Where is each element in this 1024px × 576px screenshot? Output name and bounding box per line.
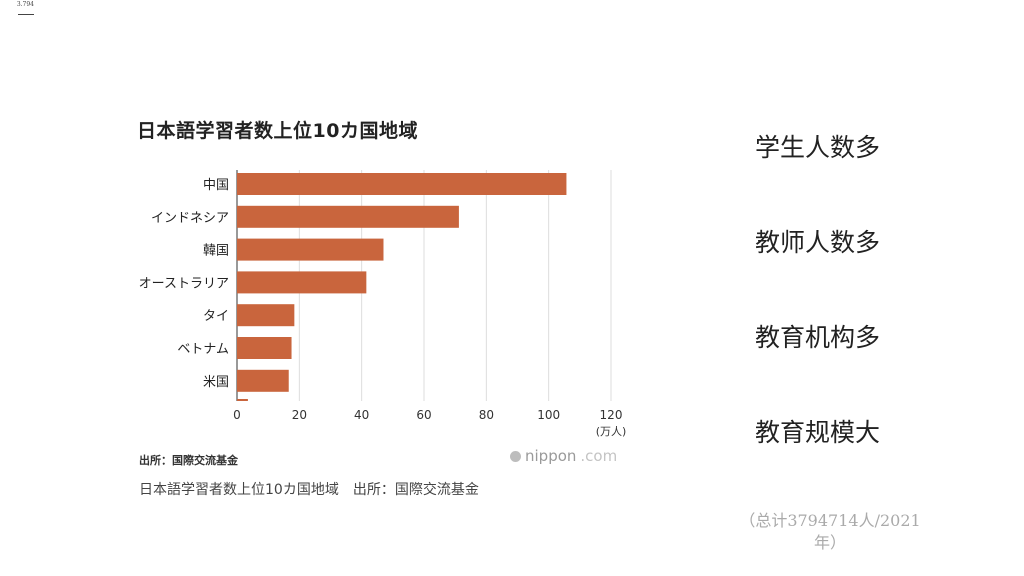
category-label: ベトナム [177, 342, 229, 357]
point-scale: 教育规模大 [755, 418, 881, 447]
bar [237, 205, 459, 228]
brand-suffix: .com [580, 447, 618, 465]
x-tick-label: 120 [600, 408, 623, 422]
category-label: タイ [203, 309, 229, 324]
bar [237, 238, 384, 261]
total-note-line1: （总计3794714人/2021 [739, 511, 921, 530]
x-tick-label: 0 [233, 408, 241, 422]
point-teachers: 教师人数多 [755, 228, 881, 257]
x-tick-label: 100 [537, 408, 560, 422]
category-label: 米国 [203, 375, 229, 390]
bar [237, 304, 295, 327]
nippon-logo: nippon .com [510, 447, 617, 465]
point-institutions: 教育机构多 [755, 323, 881, 352]
category-label: 中国 [203, 178, 229, 193]
chart-title: 日本語学習者数上位10カ国地域 [137, 120, 418, 142]
point-students: 学生人数多 [755, 133, 881, 162]
bar [237, 271, 367, 294]
bar [237, 369, 289, 392]
category-label: インドネシア [151, 211, 229, 226]
chart-source-label: 出所：国際交流基金 [139, 454, 238, 467]
bar-partial [237, 399, 248, 401]
x-unit-label: (万人) [596, 425, 627, 438]
figure-caption: 日本語学習者数上位10カ国地域 出所：国際交流基金 [139, 482, 479, 498]
brand-name: nippon [525, 447, 577, 465]
total-learners-note: （总计3794714人/2021 年） [700, 510, 960, 554]
x-tick-label: 60 [416, 408, 431, 422]
category-label: 韓国 [203, 244, 229, 259]
nippon-logo-icon [510, 450, 521, 462]
x-tick-label: 80 [479, 408, 494, 422]
bar [237, 337, 292, 359]
bar [237, 173, 567, 195]
x-tick-label: 40 [354, 408, 369, 422]
category-label: オーストラリア [139, 276, 229, 291]
total-note-line2: 年） [813, 533, 846, 552]
corner-handwritten-note: 3.794 [4, 2, 34, 15]
x-tick-label: 20 [292, 408, 307, 422]
